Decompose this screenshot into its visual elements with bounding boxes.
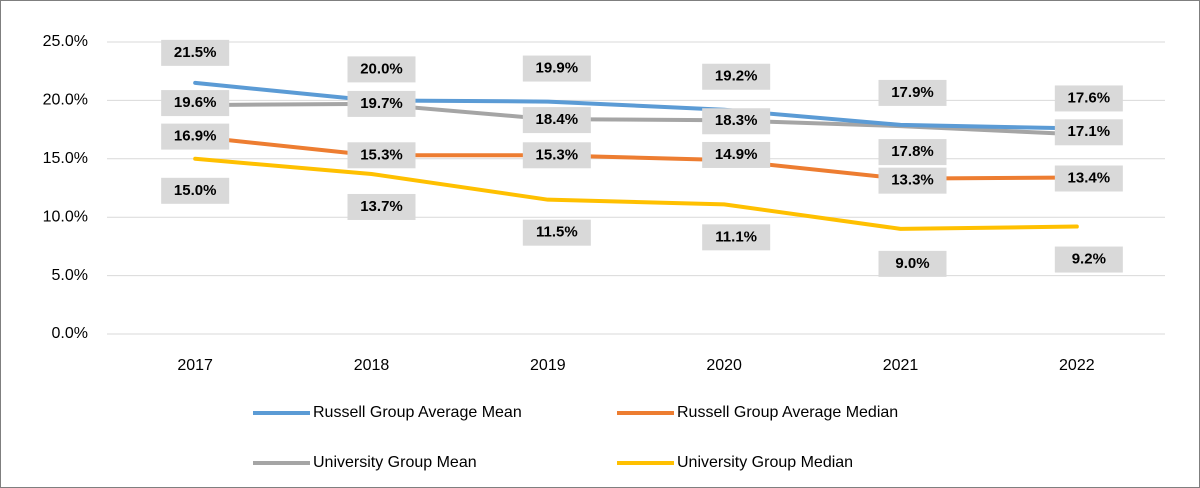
data-label-box	[161, 177, 230, 204]
data-label: 19.9%	[536, 60, 579, 77]
data-label: 9.2%	[1072, 251, 1106, 268]
data-label: 17.8%	[891, 143, 934, 160]
series-line	[193, 80, 1079, 131]
x-tick-label: 2021	[883, 357, 919, 374]
data-label: 13.4%	[1068, 169, 1111, 186]
data-label-box	[702, 63, 771, 90]
data-label-box	[878, 167, 947, 194]
data-label-box	[1054, 165, 1123, 192]
data-label: 19.2%	[715, 68, 758, 85]
data-label-box	[878, 79, 947, 106]
data-label-box	[161, 90, 230, 117]
y-tick-label: 10.0%	[43, 208, 88, 225]
data-label: 9.0%	[895, 255, 929, 272]
x-tick-label: 2017	[177, 357, 213, 374]
data-label: 19.6%	[174, 94, 217, 111]
legend-label: Russell Group Average Median	[677, 404, 898, 421]
y-tick-label: 25.0%	[43, 33, 88, 50]
x-tick-label: 2020	[706, 357, 742, 374]
data-label: 13.7%	[360, 198, 403, 215]
data-label: 17.6%	[1068, 89, 1111, 106]
x-tick-label: 2019	[530, 357, 566, 374]
data-label: 14.9%	[715, 146, 758, 163]
y-tick-label: 0.0%	[52, 325, 88, 342]
data-label: 15.3%	[536, 146, 579, 163]
legend-label: Russell Group Average Mean	[313, 404, 522, 421]
x-tick-label: 2018	[354, 357, 390, 374]
data-label: 19.7%	[360, 95, 403, 112]
data-label-box	[702, 141, 771, 168]
data-label: 17.9%	[891, 84, 934, 101]
data-label-box	[1054, 246, 1123, 273]
data-label-box	[161, 39, 230, 66]
data-label-box	[702, 224, 771, 251]
data-label-box	[878, 250, 947, 277]
series-line	[193, 156, 1079, 231]
data-label: 21.5%	[174, 44, 217, 61]
data-label-box	[522, 55, 591, 82]
legend-label: University Group Mean	[313, 454, 477, 471]
data-label-box	[878, 139, 947, 166]
data-label: 18.3%	[715, 112, 758, 129]
data-label-box	[347, 56, 416, 83]
data-label-box	[522, 219, 591, 246]
legend-label: University Group Median	[677, 454, 853, 471]
data-label: 13.3%	[891, 172, 934, 189]
x-tick-label: 2022	[1059, 357, 1095, 374]
data-label-box	[522, 107, 591, 134]
data-label-box	[347, 142, 416, 169]
data-label: 11.5%	[536, 224, 578, 241]
data-label-box	[522, 142, 591, 169]
data-label-box	[1054, 85, 1123, 112]
data-label: 17.1%	[1068, 123, 1111, 140]
y-tick-label: 5.0%	[52, 267, 88, 284]
data-label-box	[347, 193, 416, 220]
data-label-box	[702, 108, 771, 135]
data-label: 16.9%	[174, 128, 217, 145]
data-label: 20.0%	[360, 60, 403, 77]
data-label: 11.1%	[715, 228, 757, 245]
data-label: 15.3%	[360, 146, 403, 163]
data-label: 15.0%	[174, 182, 217, 199]
y-tick-label: 15.0%	[43, 150, 88, 167]
data-label-box	[161, 123, 230, 150]
data-label-box	[1054, 119, 1123, 146]
y-tick-label: 20.0%	[43, 92, 88, 109]
data-label-box	[347, 90, 416, 117]
data-label: 18.4%	[536, 111, 579, 128]
